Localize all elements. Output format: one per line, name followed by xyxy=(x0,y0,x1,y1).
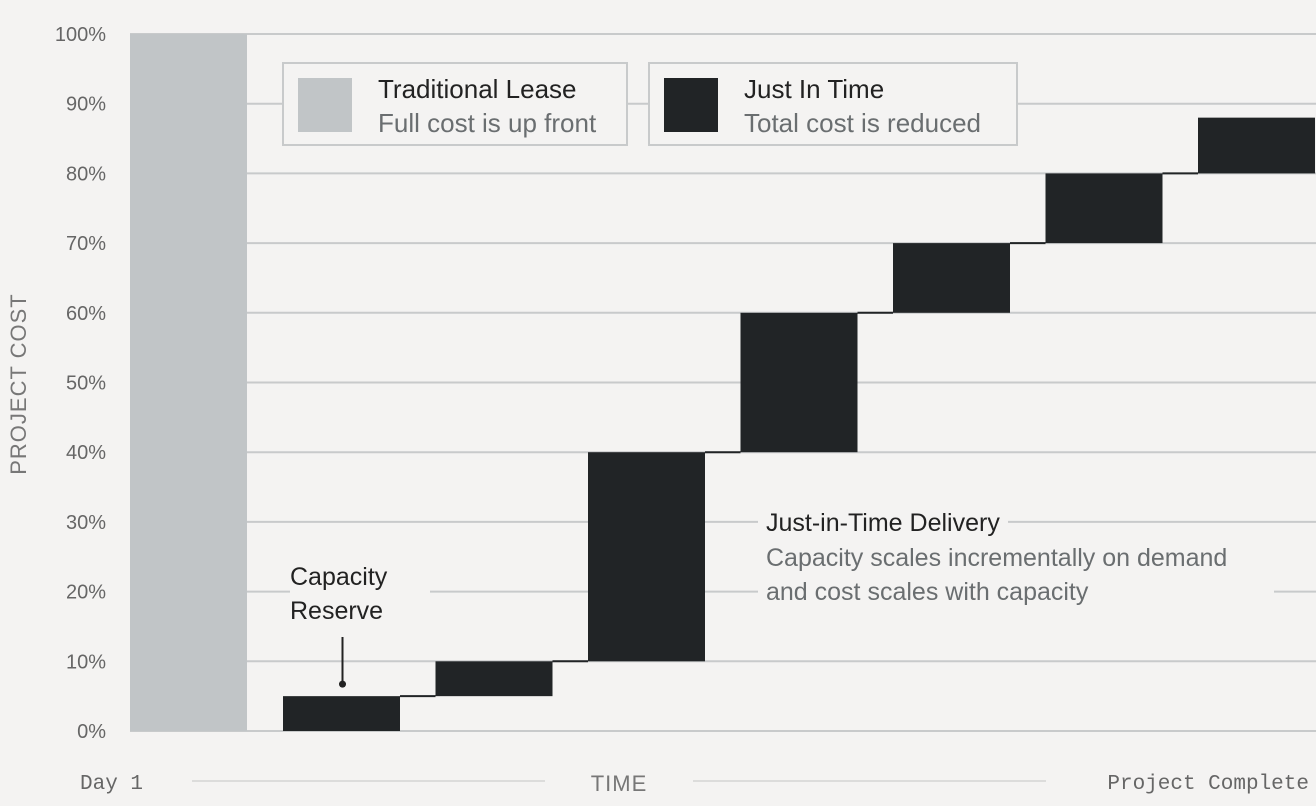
bar-just-in-time xyxy=(283,696,400,731)
legend-swatch-traditional xyxy=(298,78,352,132)
x-axis-title: TIME xyxy=(591,771,648,796)
y-tick-label: 50% xyxy=(66,373,106,395)
y-axis-title: PROJECT COST xyxy=(6,293,31,475)
x-end-label: Project Complete xyxy=(1107,773,1309,796)
legend-item-traditional: Traditional Lease Full cost is up front xyxy=(282,62,628,146)
annotation-capacity-reserve: Capacity Reserve xyxy=(290,560,430,628)
y-tick-label: 40% xyxy=(66,442,106,464)
legend-title-just-in-time: Just In Time xyxy=(744,74,885,104)
y-tick-label: 60% xyxy=(66,303,106,325)
legend-description-just-in-time: Total cost is reduced xyxy=(744,108,982,138)
bar-just-in-time xyxy=(893,243,1010,313)
annotation-jit-title: Just-in-Time Delivery xyxy=(758,506,1008,540)
bar-traditional-lease xyxy=(130,34,247,731)
y-tick-label: 70% xyxy=(66,233,106,255)
bar-just-in-time xyxy=(588,452,705,662)
y-tick-label: 0% xyxy=(77,721,106,743)
annotation-jit-text: Capacity scales incrementally on demand … xyxy=(758,541,1274,609)
y-tick-label: 100% xyxy=(55,24,106,46)
legend-item-just-in-time: Just In Time Total cost is reduced xyxy=(648,62,1018,146)
bar-just-in-time xyxy=(1045,173,1163,244)
y-tick-label: 80% xyxy=(66,163,106,185)
legend-swatch-just-in-time xyxy=(664,78,718,132)
y-tick-label: 90% xyxy=(66,94,106,116)
annotation-leader-dot xyxy=(339,680,346,688)
bar-just-in-time xyxy=(435,661,553,697)
x-start-label: Day 1 xyxy=(80,773,143,796)
bar-just-in-time xyxy=(1198,117,1315,174)
y-tick-label: 30% xyxy=(66,512,106,534)
y-tick-label: 10% xyxy=(66,651,106,673)
legend-title-traditional: Traditional Lease xyxy=(378,74,577,104)
bar-just-in-time xyxy=(740,312,858,453)
legend-description-traditional: Full cost is up front xyxy=(378,108,597,138)
y-tick-label: 20% xyxy=(66,582,106,604)
